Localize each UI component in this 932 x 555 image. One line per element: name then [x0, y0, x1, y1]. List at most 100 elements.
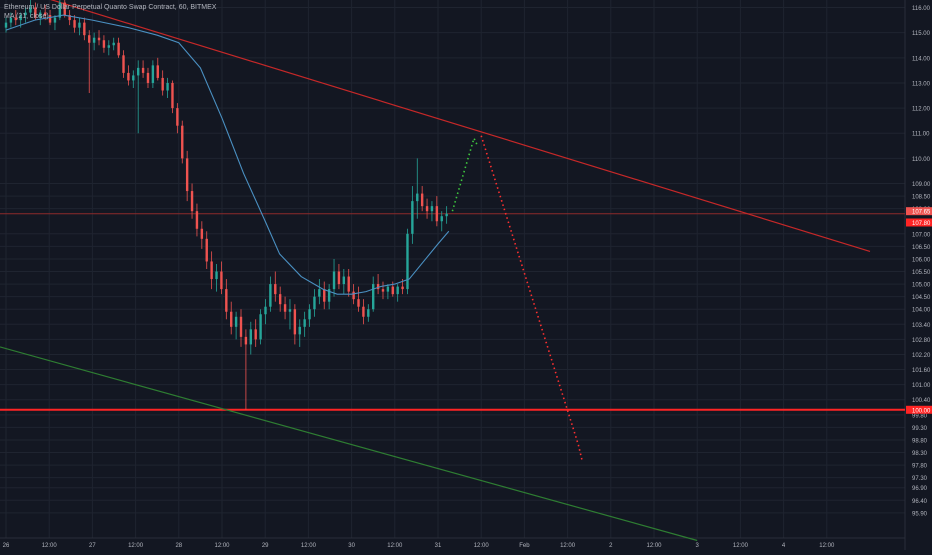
candle-body — [97, 37, 101, 41]
y-tick-label: 115.00 — [912, 31, 931, 37]
y-tick-label: 104.50 — [912, 295, 931, 301]
candle — [78, 17, 81, 36]
candle — [416, 158, 419, 219]
y-tick-label: 106.50 — [912, 245, 931, 251]
candle — [362, 299, 365, 325]
y-tick-label: 101.00 — [912, 383, 931, 389]
candle-body — [327, 289, 331, 302]
candle-body — [386, 286, 390, 292]
candle-body — [288, 309, 292, 312]
candle-body — [264, 306, 267, 315]
candle — [308, 304, 311, 327]
candle-body — [73, 20, 76, 28]
indicator-label: MA (21, close) — [4, 13, 49, 20]
candle — [43, 5, 47, 21]
y-tick-label: 112.00 — [912, 107, 931, 113]
support-trendline — [0, 346, 698, 542]
candle — [181, 120, 184, 164]
candle-body — [372, 284, 375, 310]
candle-body — [83, 22, 86, 36]
candle — [425, 198, 429, 219]
candle-body — [357, 299, 360, 307]
candle — [318, 279, 321, 305]
candle — [136, 60, 140, 134]
candle — [376, 274, 380, 295]
candle-body — [78, 22, 81, 28]
y-tick-label: 110.00 — [912, 157, 931, 163]
price-badge-label: 107.80 — [912, 221, 931, 227]
x-tick-label: 31 — [435, 543, 442, 549]
candle — [274, 271, 277, 302]
level-badge — [906, 405, 932, 414]
candle-body — [127, 72, 130, 81]
candle — [83, 17, 86, 41]
y-tick-label: 98.30 — [912, 451, 928, 457]
candle-body — [303, 319, 306, 327]
candle-body — [244, 336, 248, 345]
candle — [205, 231, 208, 269]
candle-body — [181, 125, 184, 159]
y-tick-label: 99.80 — [912, 413, 928, 419]
x-tick-label: 12:00 — [474, 543, 490, 549]
candle-body — [430, 206, 434, 212]
y-tick-label: 95.90 — [912, 511, 928, 517]
candle-body — [166, 82, 169, 91]
candle-body — [102, 40, 106, 48]
y-tick-label: 97.30 — [912, 476, 928, 482]
candle-body — [58, 2, 62, 18]
x-tick-label: 12:00 — [42, 543, 58, 549]
candle-body — [308, 309, 311, 320]
candle — [225, 279, 228, 320]
candle-body — [39, 12, 42, 18]
candle — [264, 299, 267, 325]
candle-body — [141, 67, 145, 73]
y-tick-label: 107.00 — [912, 232, 931, 238]
candle-body — [230, 311, 233, 327]
candle-body — [195, 211, 199, 229]
candle — [303, 311, 306, 337]
x-tick-label: 12:00 — [387, 543, 403, 549]
candle-body — [14, 17, 17, 21]
candle-body — [107, 45, 111, 48]
candle-body — [234, 316, 238, 327]
candle — [254, 319, 257, 347]
x-tick-label: 29 — [262, 543, 269, 549]
candle — [357, 286, 360, 312]
projection-up-path — [451, 136, 479, 212]
candle — [440, 211, 443, 232]
candle-body — [391, 286, 394, 295]
y-tick-label: 100.40 — [912, 398, 931, 404]
candle-body — [190, 191, 194, 212]
candle — [112, 37, 115, 51]
candle — [107, 40, 111, 56]
candle-body — [53, 17, 57, 23]
candle — [63, 0, 66, 18]
x-tick-label: 12:00 — [301, 543, 317, 549]
candle — [88, 30, 91, 94]
y-tick-label: 102.80 — [912, 338, 931, 344]
candle-body — [117, 42, 120, 56]
candle — [396, 284, 399, 302]
y-tick-label: 111.00 — [912, 132, 930, 138]
candle — [406, 228, 409, 295]
candle-body — [376, 284, 380, 290]
candle — [445, 206, 448, 224]
candle-body — [440, 216, 443, 222]
candle — [234, 311, 238, 340]
candle-body — [112, 42, 115, 46]
candle — [58, 0, 62, 21]
candle — [117, 37, 120, 58]
candle — [24, 7, 27, 23]
candle — [176, 103, 179, 134]
candle — [102, 35, 106, 53]
candle — [92, 32, 96, 51]
candle-body — [239, 316, 243, 337]
candle-body — [122, 55, 125, 73]
candle — [97, 30, 101, 46]
x-tick-label: 12:00 — [128, 543, 144, 549]
candle-body — [156, 65, 159, 78]
candle-body — [274, 284, 277, 295]
